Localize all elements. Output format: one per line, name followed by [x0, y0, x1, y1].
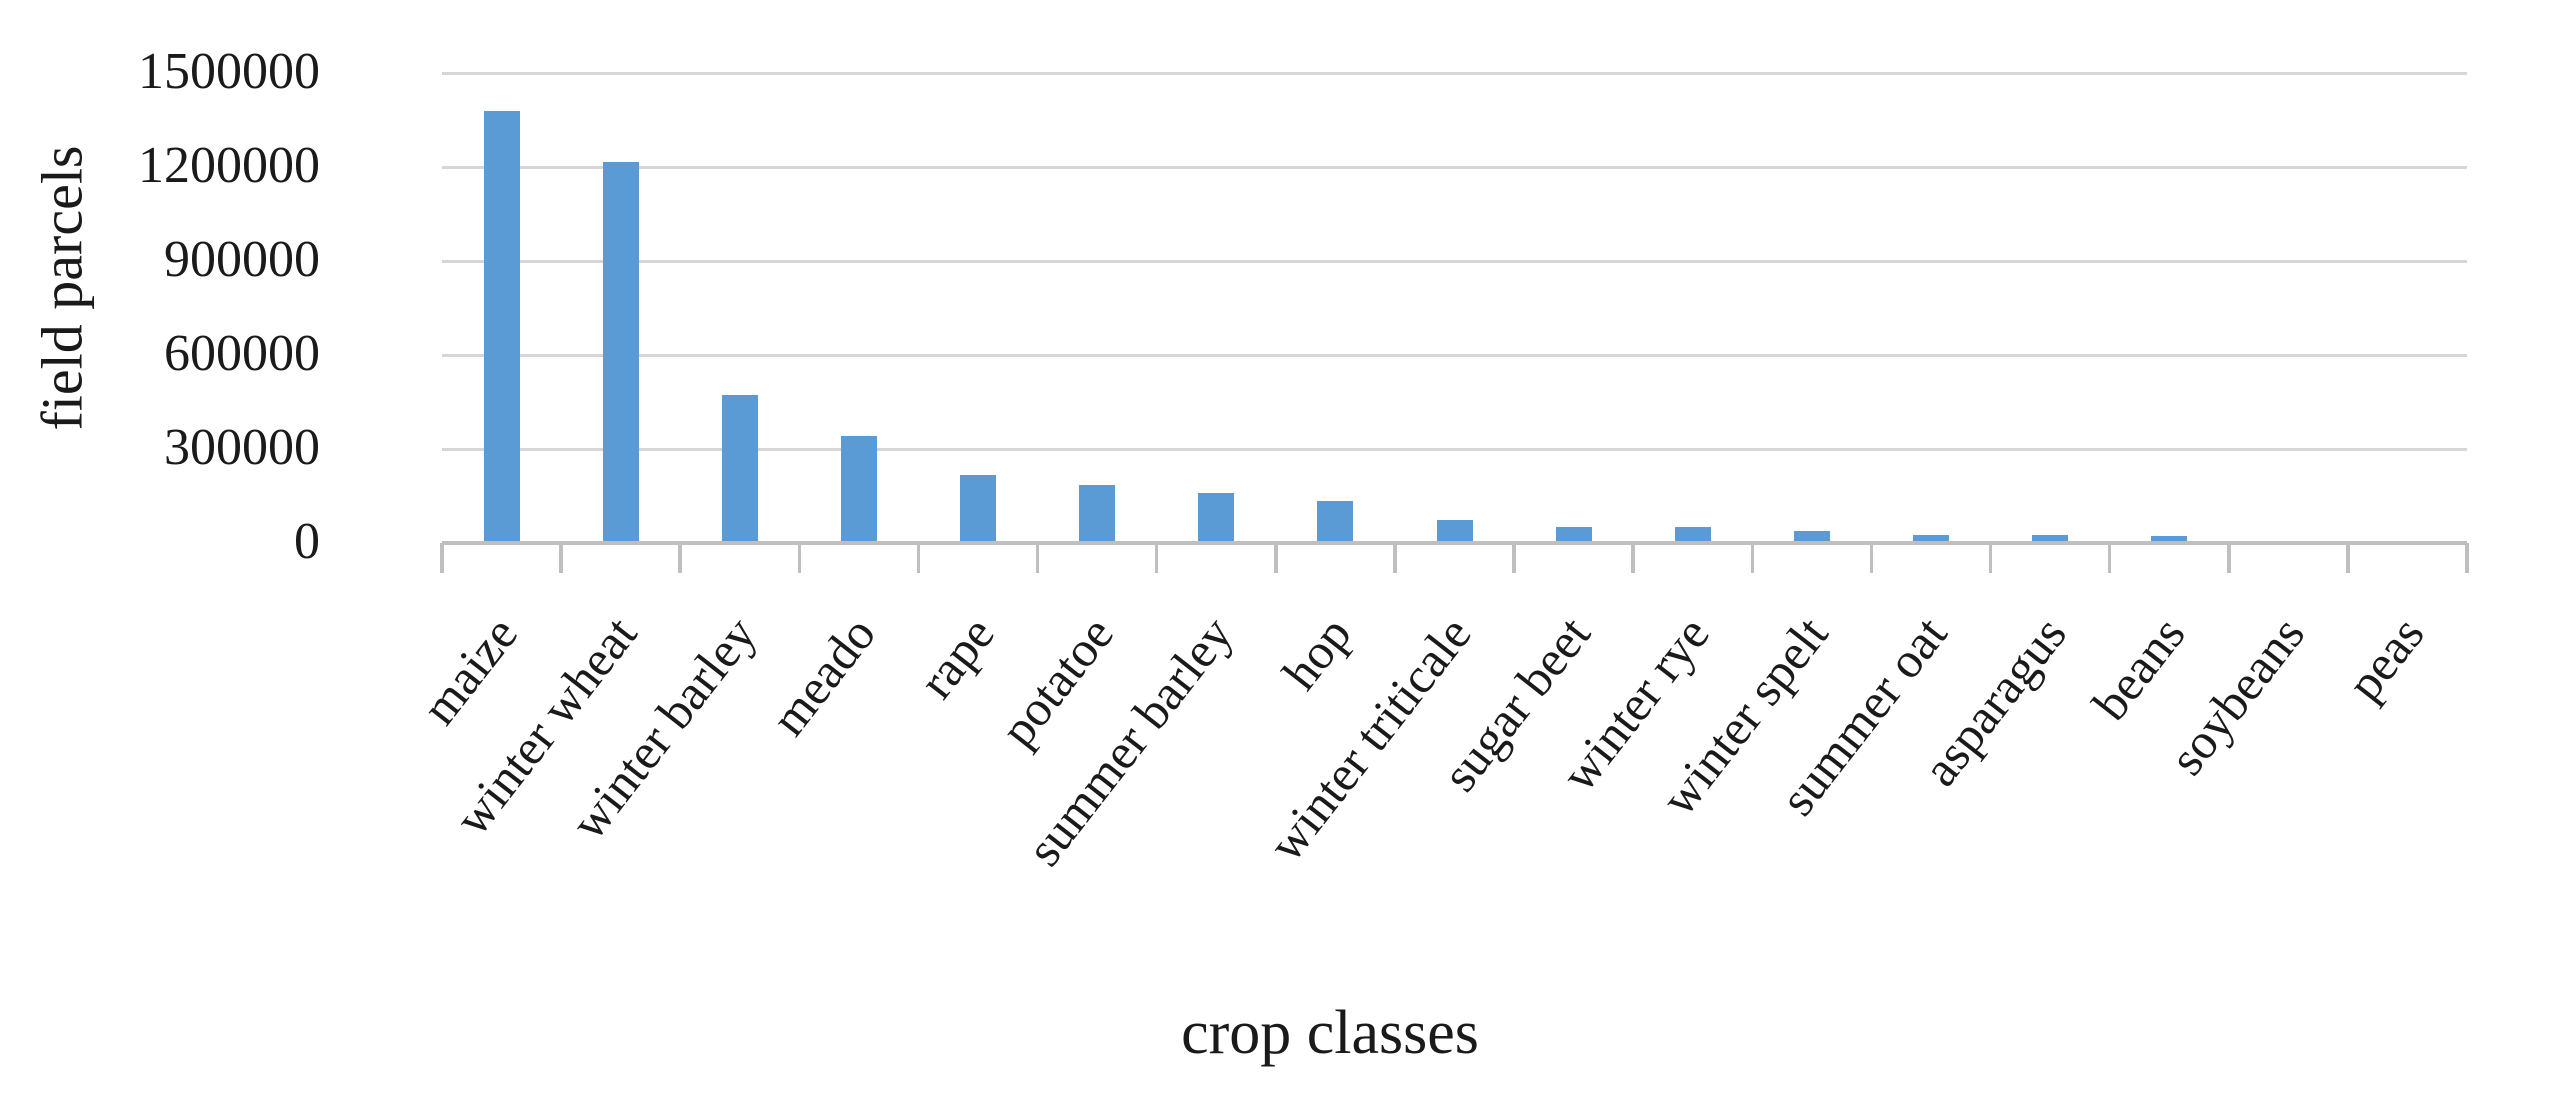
- bar-potatoe: [1079, 485, 1116, 543]
- y-axis-tick-labels: 0 300000 600000 900000 1200000 1500000: [0, 45, 320, 567]
- plot-area: [440, 71, 2469, 573]
- x-axis-tick: [2227, 543, 2231, 573]
- x-axis-tick: [1750, 543, 1755, 573]
- x-axis-tick: [1154, 543, 1159, 573]
- y-tick-label-0: 0: [294, 512, 320, 570]
- x-axis-line: [442, 541, 2467, 545]
- gridline-1200000: [442, 165, 2467, 169]
- x-axis-tick: [1988, 543, 1993, 573]
- x-label-maize: maize: [410, 606, 529, 735]
- bar-winter-barley: [721, 395, 758, 543]
- bar-winter-rye: [1674, 527, 1711, 543]
- gridline-600000: [442, 353, 2467, 357]
- bar-sugar-beet: [1555, 527, 1592, 543]
- x-axis-tick: [797, 543, 802, 573]
- bar-winter-spelt: [1793, 531, 1830, 543]
- x-axis-tick: [1869, 543, 1874, 573]
- x-label-rape: rape: [907, 606, 1005, 709]
- x-label-peas: peas: [2335, 606, 2435, 711]
- gridline-300000: [442, 447, 2467, 451]
- x-axis-tick: [2465, 543, 2469, 573]
- bar-hop: [1317, 501, 1354, 543]
- x-axis-tick: [1035, 543, 1040, 573]
- x-axis-tick: [2107, 543, 2112, 573]
- bar-rape: [960, 475, 997, 543]
- x-axis-tick: [678, 543, 682, 573]
- bar-beans: [2151, 536, 2188, 543]
- x-axis-tick: [2346, 543, 2350, 573]
- x-axis-tick: [1631, 543, 1635, 573]
- gridline-1500000: [442, 71, 2467, 75]
- x-axis-tick: [1274, 543, 1278, 573]
- x-axis-tick: [1393, 543, 1397, 573]
- x-axis-tick: [559, 543, 563, 573]
- y-tick-label-1500000: 1500000: [138, 42, 320, 100]
- bar-winter-triticale: [1436, 520, 1473, 543]
- y-tick-label-900000: 900000: [164, 230, 320, 288]
- bar-asparagus: [2032, 535, 2069, 543]
- bar-summer-oat: [1912, 535, 1949, 543]
- x-axis-tick: [440, 543, 444, 573]
- bar-meado: [840, 436, 877, 543]
- x-axis-tick: [916, 543, 921, 573]
- y-tick-label-600000: 600000: [164, 324, 320, 382]
- bar-summer-barley: [1198, 493, 1235, 543]
- bar-winter-wheat: [602, 162, 639, 543]
- y-tick-label-1200000: 1200000: [138, 136, 320, 194]
- gridline-900000: [442, 259, 2467, 263]
- x-label-beans: beans: [2081, 606, 2196, 731]
- bar-maize: [483, 111, 520, 543]
- x-label-hop: hop: [1271, 606, 1363, 700]
- y-tick-label-300000: 300000: [164, 418, 320, 476]
- x-axis-title: crop classes: [1181, 999, 1479, 1067]
- x-axis-tick: [1512, 543, 1516, 573]
- x-label-meado: meado: [759, 606, 886, 746]
